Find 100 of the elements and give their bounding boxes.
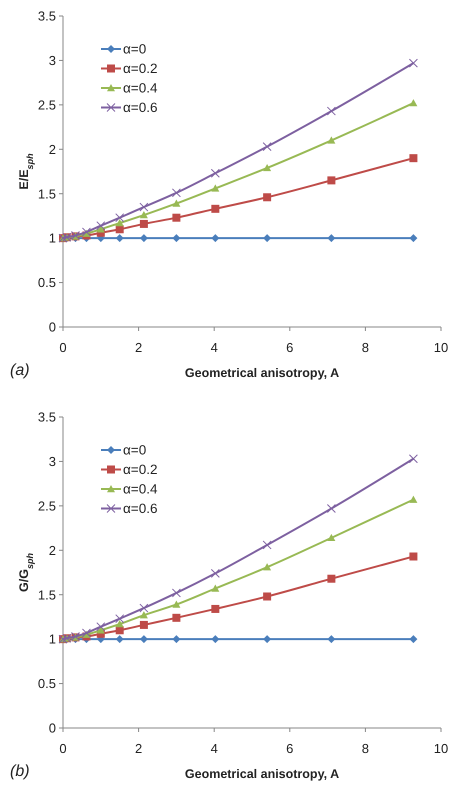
point [408, 454, 418, 464]
point [140, 620, 148, 629]
legend-label: α=0.4 [123, 482, 158, 497]
y-tick-label: 3 [48, 52, 56, 68]
legend-label: α=0.6 [123, 100, 158, 116]
y-tick-label: 0.5 [38, 275, 56, 290]
y-tick-label: 1 [48, 230, 56, 246]
point [82, 227, 91, 236]
point [210, 568, 220, 578]
point [408, 58, 418, 68]
x-axis-title: Geometrical anisotropy, A [184, 366, 340, 380]
text: (a) [10, 362, 30, 379]
y-tick-label: 1 [48, 632, 56, 647]
y-tick-label: 3.5 [38, 8, 56, 24]
point [327, 574, 336, 583]
x-tick-label: 0 [59, 741, 67, 756]
point [409, 635, 418, 644]
point [210, 168, 220, 178]
x-tick-label: 4 [210, 340, 218, 355]
point [327, 534, 336, 542]
y-tick-label: 2 [48, 542, 56, 558]
point [139, 604, 148, 613]
point [263, 635, 272, 644]
y-tick-label: 2 [48, 142, 56, 157]
legend-label: α=0.2 [123, 61, 158, 76]
y-tick-label: 3.5 [38, 410, 56, 425]
point [262, 540, 272, 550]
point [140, 611, 148, 618]
point [172, 214, 180, 222]
point [211, 635, 220, 644]
point [409, 552, 418, 561]
point [140, 635, 148, 644]
text: (b) [10, 763, 30, 780]
point [327, 635, 336, 644]
point [263, 563, 272, 570]
legend-label: α=0 [123, 442, 146, 458]
point [326, 106, 336, 116]
point [409, 99, 418, 106]
point [140, 234, 148, 242]
point [172, 234, 180, 242]
point [211, 584, 220, 592]
x-tick-label: 8 [362, 741, 370, 756]
x-tick-label: 6 [286, 741, 294, 756]
y-tick-label: 1.5 [38, 186, 56, 202]
y-tick-label: 0 [48, 320, 56, 335]
legend-label: α=0.2 [123, 462, 158, 478]
point [211, 184, 220, 192]
point [116, 225, 124, 234]
y-tick-label: 2.5 [38, 97, 56, 112]
legend-label: α=0.4 [123, 80, 158, 96]
point [409, 234, 418, 242]
point [116, 234, 124, 242]
x-tick-label: 4 [210, 741, 218, 756]
point [263, 234, 272, 242]
y-tick-label: 1.5 [38, 587, 56, 602]
point [96, 221, 106, 230]
point [116, 635, 124, 644]
point [172, 199, 180, 207]
point [96, 622, 106, 632]
y-tick-label: 2.5 [38, 498, 56, 514]
point [262, 142, 272, 152]
point [409, 154, 418, 162]
legend-label: α=0 [123, 42, 146, 57]
point [82, 628, 91, 638]
point [172, 600, 180, 608]
x-tick-label: 0 [59, 340, 67, 355]
point [172, 614, 180, 622]
point [172, 635, 180, 644]
point [172, 588, 181, 598]
point [409, 496, 418, 503]
point [211, 204, 220, 213]
point [140, 211, 148, 218]
point [263, 592, 272, 600]
point [116, 620, 124, 628]
point [263, 193, 272, 202]
y-tick-label: 0.5 [38, 676, 56, 692]
x-tick-label: 8 [362, 340, 370, 355]
y-tick-label: 0 [48, 720, 56, 736]
point [327, 176, 336, 184]
point [211, 604, 220, 613]
point [172, 188, 181, 198]
point [211, 234, 220, 242]
point [326, 504, 336, 514]
point [327, 136, 336, 144]
point [140, 220, 148, 228]
x-tick-label: 10 [434, 340, 448, 355]
point [116, 219, 124, 226]
x-tick-label: 2 [134, 741, 142, 756]
point [115, 614, 124, 624]
point [116, 626, 124, 634]
y-tick-label: 3 [48, 454, 56, 469]
x-tick-label: 10 [434, 741, 448, 756]
point [139, 202, 148, 212]
point [263, 164, 272, 172]
x-tick-label: 2 [134, 340, 142, 355]
legend-label: α=0.6 [123, 501, 158, 516]
point [115, 213, 124, 222]
x-tick-label: 6 [286, 340, 294, 355]
x-axis-title: Geometrical anisotropy, A [184, 767, 340, 781]
point [327, 234, 336, 242]
